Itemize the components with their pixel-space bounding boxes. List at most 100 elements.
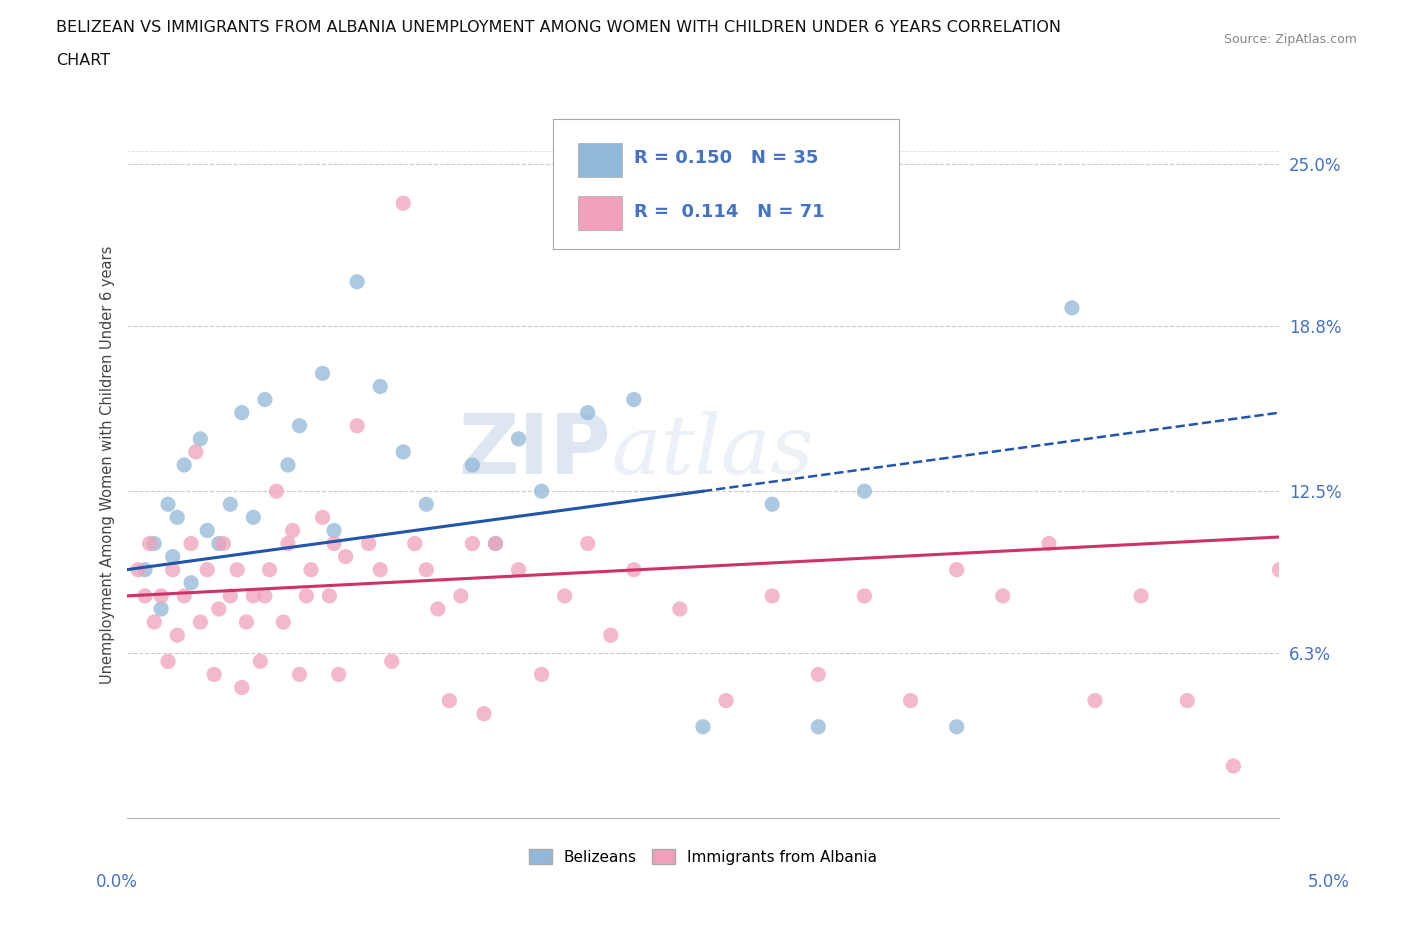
Point	[288, 667, 311, 682]
Point	[328, 667, 350, 682]
Point	[150, 602, 173, 617]
Point	[281, 523, 304, 538]
Point	[1279, 719, 1302, 734]
Point	[195, 563, 218, 578]
Point	[669, 602, 692, 617]
Point	[761, 589, 783, 604]
Point	[853, 589, 876, 604]
Point	[288, 418, 311, 433]
Point	[761, 497, 783, 512]
Point	[318, 589, 340, 604]
Point	[311, 365, 333, 380]
Point	[208, 536, 231, 551]
Point	[484, 536, 506, 551]
Point	[134, 563, 156, 578]
Point	[392, 445, 415, 459]
Point	[277, 536, 299, 551]
Point	[180, 576, 202, 591]
Point	[900, 693, 922, 708]
Point	[1291, 589, 1313, 604]
Point	[807, 719, 830, 734]
Text: ZIP: ZIP	[458, 410, 610, 491]
Text: atlas: atlas	[610, 411, 813, 491]
Point	[381, 654, 404, 669]
Point	[235, 615, 257, 630]
Point	[253, 589, 276, 604]
Point	[277, 458, 299, 472]
Point	[368, 379, 391, 394]
Point	[195, 523, 218, 538]
Point	[295, 589, 318, 604]
Point	[508, 563, 530, 578]
Point	[335, 550, 357, 565]
Point	[323, 536, 346, 551]
Point	[184, 445, 207, 459]
Point	[807, 667, 830, 682]
Point	[150, 589, 173, 604]
Point	[1268, 563, 1291, 578]
Point	[1038, 536, 1060, 551]
Point	[188, 432, 211, 446]
Point	[173, 589, 195, 604]
Point	[439, 693, 461, 708]
Text: Source: ZipAtlas.com: Source: ZipAtlas.com	[1223, 33, 1357, 46]
Point	[991, 589, 1014, 604]
Point	[554, 589, 576, 604]
Point	[623, 392, 645, 407]
Point	[1130, 589, 1153, 604]
Point	[231, 680, 253, 695]
Point	[259, 563, 281, 578]
Point	[143, 536, 166, 551]
Point	[180, 536, 202, 551]
FancyBboxPatch shape	[578, 142, 623, 177]
Point	[714, 693, 737, 708]
Point	[242, 589, 264, 604]
Point	[253, 392, 276, 407]
FancyBboxPatch shape	[553, 119, 898, 249]
Point	[231, 405, 253, 420]
Point	[1175, 693, 1198, 708]
Point	[426, 602, 449, 617]
Point	[576, 405, 599, 420]
Point	[242, 510, 264, 525]
Point	[461, 458, 484, 472]
Text: R =  0.114   N = 71: R = 0.114 N = 71	[634, 203, 824, 221]
FancyBboxPatch shape	[578, 196, 623, 231]
Point	[226, 563, 249, 578]
Point	[273, 615, 295, 630]
Point	[576, 536, 599, 551]
Point	[530, 667, 553, 682]
Point	[472, 706, 495, 721]
Point	[415, 497, 437, 512]
Point	[162, 550, 184, 565]
Point	[945, 563, 967, 578]
Point	[461, 536, 484, 551]
Point	[202, 667, 225, 682]
Point	[945, 719, 967, 734]
Point	[138, 536, 160, 551]
Point	[357, 536, 380, 551]
Legend: Belizeans, Immigrants from Albania: Belizeans, Immigrants from Albania	[523, 843, 883, 870]
Point	[249, 654, 271, 669]
Point	[299, 563, 322, 578]
Point	[219, 589, 242, 604]
Point	[1222, 759, 1244, 774]
Point	[311, 510, 333, 525]
Point	[1060, 300, 1083, 315]
Text: 5.0%: 5.0%	[1308, 872, 1350, 891]
Text: R = 0.150   N = 35: R = 0.150 N = 35	[634, 149, 818, 167]
Point	[212, 536, 235, 551]
Point	[162, 563, 184, 578]
Point	[188, 615, 211, 630]
Point	[692, 719, 714, 734]
Text: BELIZEAN VS IMMIGRANTS FROM ALBANIA UNEMPLOYMENT AMONG WOMEN WITH CHILDREN UNDER: BELIZEAN VS IMMIGRANTS FROM ALBANIA UNEM…	[56, 20, 1062, 35]
Point	[623, 563, 645, 578]
Text: CHART: CHART	[56, 53, 110, 68]
Point	[530, 484, 553, 498]
Point	[323, 523, 346, 538]
Point	[404, 536, 426, 551]
Point	[853, 484, 876, 498]
Point	[157, 497, 180, 512]
Point	[166, 628, 188, 643]
Point	[484, 536, 506, 551]
